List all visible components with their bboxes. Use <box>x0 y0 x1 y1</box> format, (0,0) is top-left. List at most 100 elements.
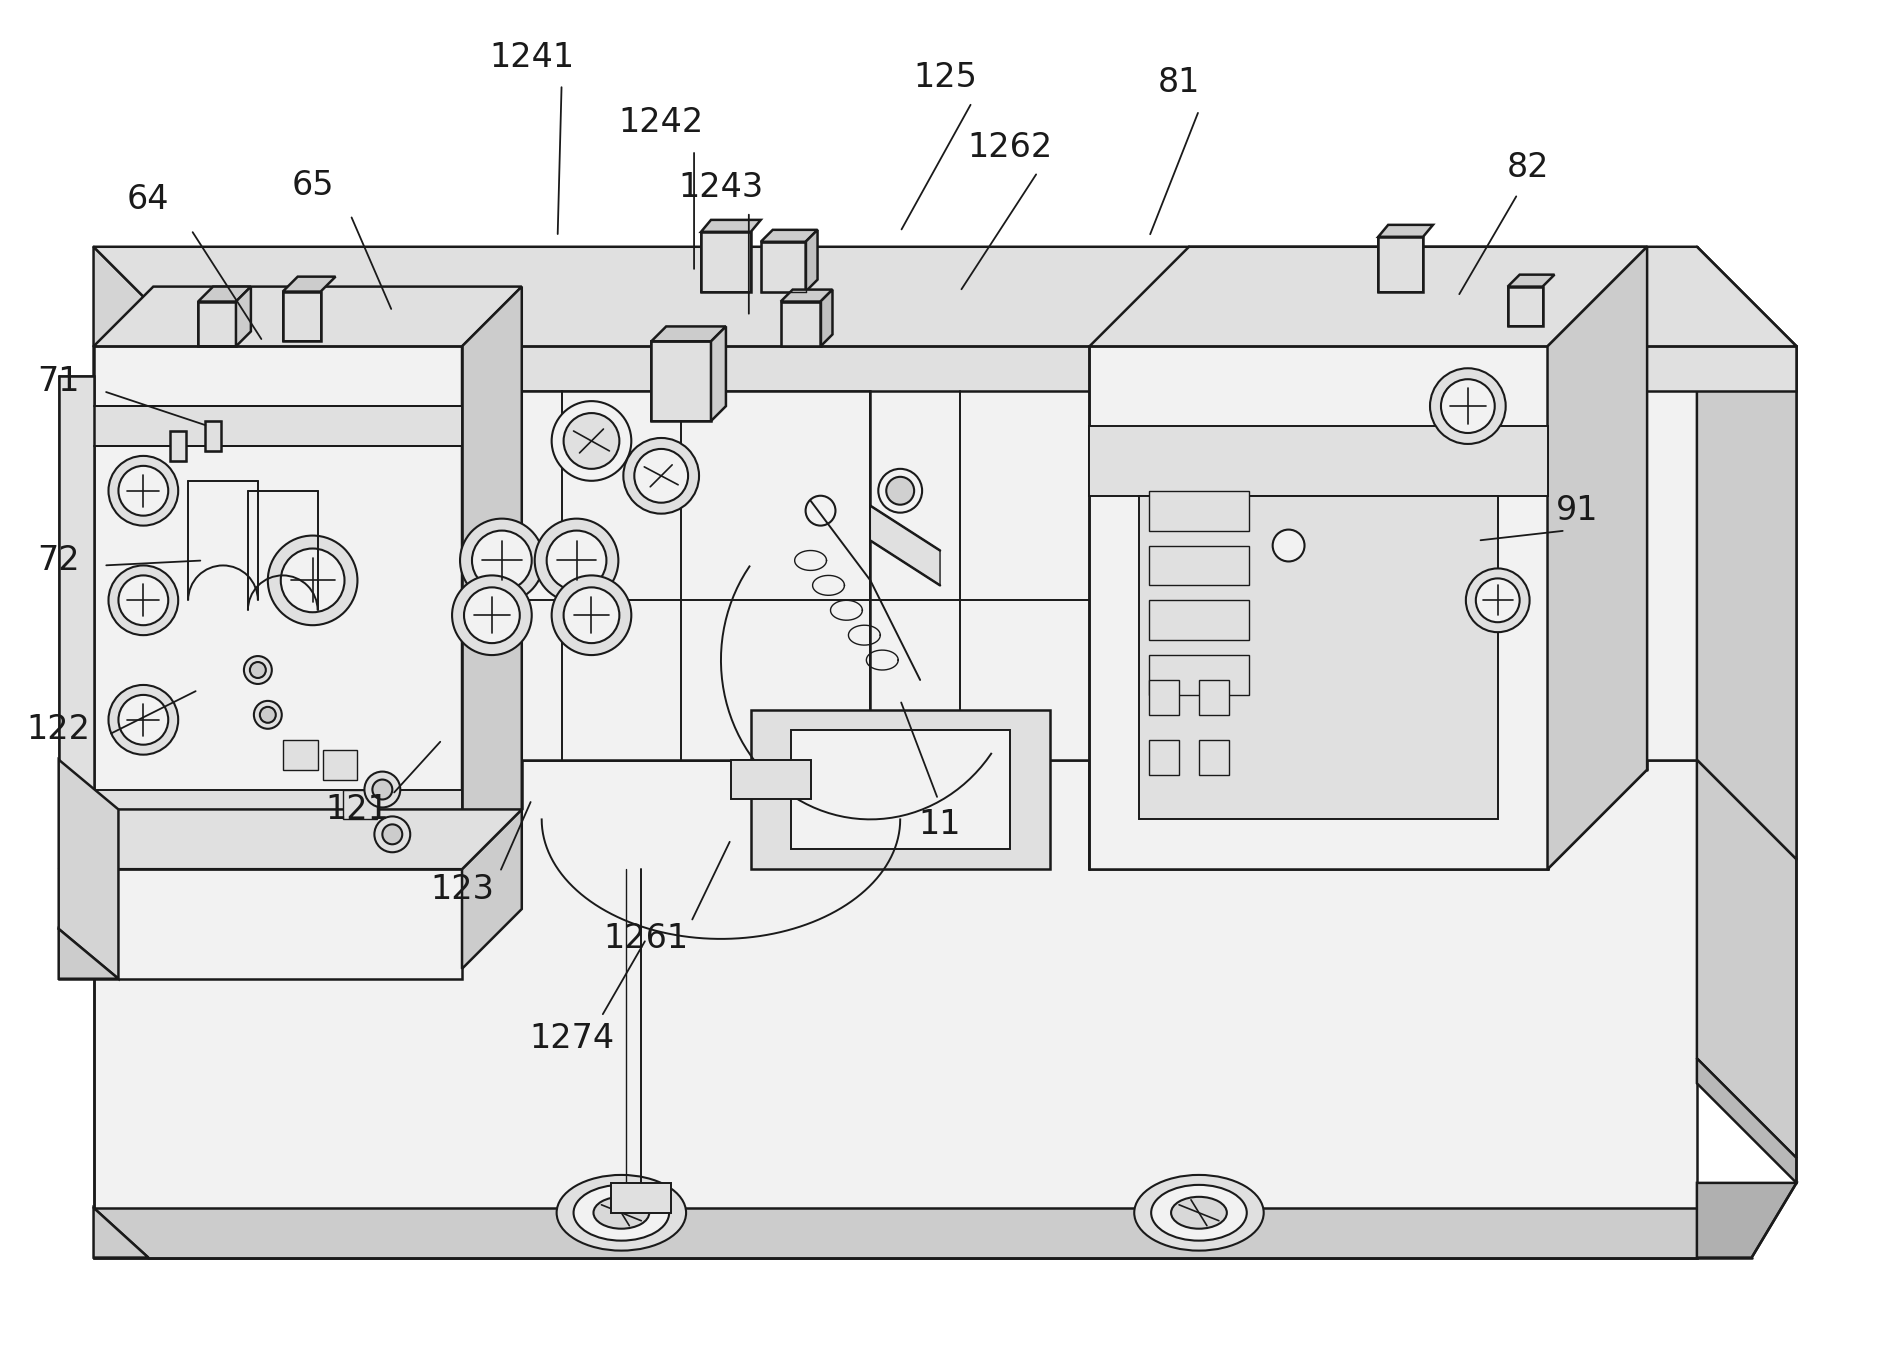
Ellipse shape <box>452 575 531 656</box>
Polygon shape <box>342 790 378 820</box>
Polygon shape <box>93 1207 1697 1257</box>
Polygon shape <box>1697 1058 1796 1183</box>
Ellipse shape <box>118 466 169 516</box>
Text: 1274: 1274 <box>530 1022 613 1055</box>
Polygon shape <box>1148 600 1249 641</box>
Ellipse shape <box>1171 1197 1226 1229</box>
Polygon shape <box>93 346 461 870</box>
Polygon shape <box>461 287 522 870</box>
Text: 1241: 1241 <box>490 40 573 74</box>
Polygon shape <box>197 302 235 346</box>
Polygon shape <box>1089 346 1547 870</box>
Ellipse shape <box>535 518 619 602</box>
Text: 122: 122 <box>27 713 91 746</box>
Polygon shape <box>1148 656 1249 695</box>
Polygon shape <box>1089 427 1547 495</box>
Text: 82: 82 <box>1505 151 1549 183</box>
Polygon shape <box>93 246 194 859</box>
Polygon shape <box>323 750 357 779</box>
Polygon shape <box>710 327 725 421</box>
Text: 64: 64 <box>127 183 169 217</box>
Polygon shape <box>780 302 820 346</box>
Ellipse shape <box>1441 380 1494 433</box>
Ellipse shape <box>118 695 169 744</box>
Polygon shape <box>750 709 1050 870</box>
Polygon shape <box>59 870 461 979</box>
Text: 1243: 1243 <box>678 171 763 203</box>
Ellipse shape <box>879 468 922 513</box>
Text: 1261: 1261 <box>604 922 689 956</box>
Polygon shape <box>700 219 761 232</box>
Ellipse shape <box>1465 568 1528 633</box>
Polygon shape <box>93 406 461 446</box>
Polygon shape <box>283 277 336 292</box>
Polygon shape <box>235 287 251 346</box>
Ellipse shape <box>108 685 178 755</box>
Ellipse shape <box>805 495 835 525</box>
Ellipse shape <box>463 587 520 643</box>
Polygon shape <box>461 809 522 969</box>
Ellipse shape <box>281 549 344 612</box>
Text: 65: 65 <box>290 168 334 202</box>
Polygon shape <box>59 759 118 979</box>
Polygon shape <box>197 287 251 302</box>
Polygon shape <box>1507 287 1541 327</box>
Ellipse shape <box>372 779 393 800</box>
Ellipse shape <box>1133 1175 1262 1250</box>
Polygon shape <box>1198 680 1228 715</box>
Text: 123: 123 <box>429 872 493 906</box>
Ellipse shape <box>381 824 402 844</box>
Ellipse shape <box>254 701 281 728</box>
Ellipse shape <box>268 536 357 625</box>
Ellipse shape <box>623 437 698 514</box>
Ellipse shape <box>1475 579 1518 622</box>
Polygon shape <box>283 740 317 770</box>
Polygon shape <box>1507 275 1554 287</box>
Ellipse shape <box>243 656 271 684</box>
Polygon shape <box>93 759 1697 1257</box>
Ellipse shape <box>550 401 630 481</box>
Ellipse shape <box>594 1197 649 1229</box>
Polygon shape <box>1697 1183 1796 1257</box>
Polygon shape <box>1148 491 1249 530</box>
Text: 1242: 1242 <box>619 106 704 139</box>
Polygon shape <box>1547 246 1646 870</box>
Polygon shape <box>1378 225 1433 237</box>
Polygon shape <box>1198 740 1228 774</box>
Ellipse shape <box>374 817 410 852</box>
Polygon shape <box>283 292 321 342</box>
Ellipse shape <box>260 707 275 723</box>
Polygon shape <box>1697 759 1796 1158</box>
Text: 91: 91 <box>1554 494 1598 528</box>
Polygon shape <box>93 287 522 346</box>
Polygon shape <box>1139 495 1498 820</box>
Ellipse shape <box>564 587 619 643</box>
Text: 125: 125 <box>913 61 976 94</box>
Polygon shape <box>1378 237 1422 292</box>
Ellipse shape <box>1150 1184 1247 1241</box>
Polygon shape <box>205 421 220 451</box>
Polygon shape <box>651 342 710 421</box>
Ellipse shape <box>573 1184 668 1241</box>
Ellipse shape <box>251 662 266 678</box>
Polygon shape <box>1148 740 1179 774</box>
Ellipse shape <box>108 456 178 525</box>
Ellipse shape <box>459 518 543 602</box>
Polygon shape <box>761 230 818 242</box>
Ellipse shape <box>547 530 605 591</box>
Text: 81: 81 <box>1158 66 1200 100</box>
Polygon shape <box>869 506 940 586</box>
Polygon shape <box>194 346 1796 392</box>
Text: 72: 72 <box>38 544 80 577</box>
Text: 121: 121 <box>325 793 389 826</box>
Polygon shape <box>611 1183 670 1213</box>
Polygon shape <box>93 246 1697 759</box>
Polygon shape <box>1148 680 1179 715</box>
Ellipse shape <box>364 771 400 808</box>
Polygon shape <box>1148 545 1249 586</box>
Polygon shape <box>461 392 869 759</box>
Text: 11: 11 <box>919 808 960 841</box>
Polygon shape <box>805 230 818 292</box>
Polygon shape <box>171 431 186 460</box>
Ellipse shape <box>564 413 619 468</box>
